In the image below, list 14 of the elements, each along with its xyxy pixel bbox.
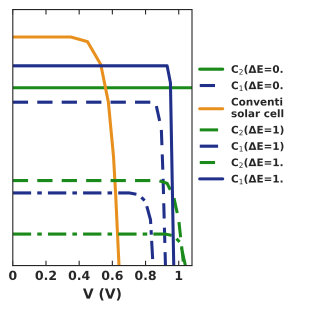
x-tick-label: 0 [9,270,17,280]
legend-label: C$_{1}$(ΔE=0. [232,81,282,91]
legend-label: C$_{2}$(ΔE=1) [232,126,284,136]
legend-label: C$_{1}$(ΔE=1) [232,142,284,152]
legend-label: Conventi solar cell [232,98,284,118]
legend-label: C$_{2}$(ΔE=0. [232,64,282,75]
x-tick-label: 0.6 [102,270,123,280]
legend-label: C$_{1}$(ΔE=1. [232,174,282,184]
x-tick-label: 1 [176,270,182,280]
x-tick-label: 0.4 [68,270,90,280]
x-tick-label: 0.8 [135,270,156,280]
legend-label: C$_{2}$(ΔE=1. [232,158,282,168]
x-tick-label: 0.2 [36,270,56,280]
x-axis-title: V (V) [82,288,121,300]
